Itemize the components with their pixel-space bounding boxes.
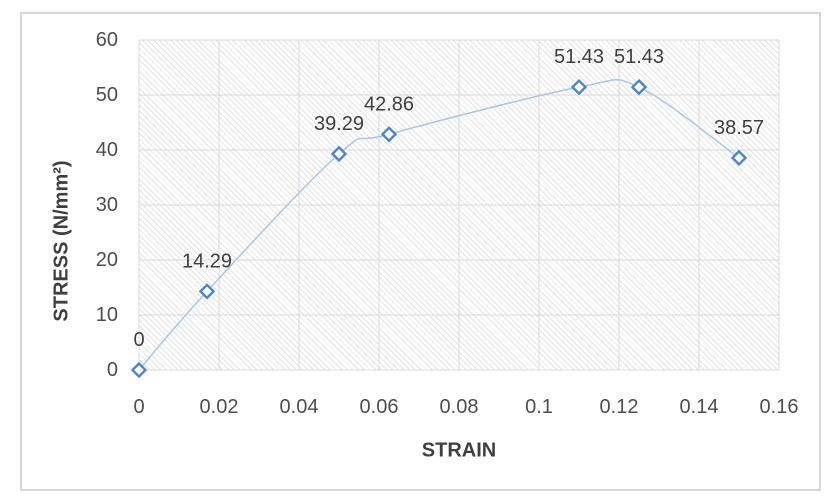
- x-tick-label: 0.16: [760, 396, 799, 418]
- y-tick-label: 20: [96, 249, 118, 271]
- x-tick-label: 0.12: [600, 396, 639, 418]
- x-tick-label: 0.06: [360, 396, 399, 418]
- x-tick-label: 0.04: [280, 396, 319, 418]
- data-point-marker: [630, 78, 648, 96]
- data-point-marker: [380, 126, 398, 143]
- y-tick-label: 40: [96, 139, 118, 161]
- data-label: 39.29: [314, 113, 364, 135]
- series-line: [138, 78, 740, 371]
- data-point-marker: [330, 145, 348, 163]
- data-label: 14.29: [182, 250, 232, 272]
- y-tick-label: 60: [96, 29, 118, 51]
- data-point-marker: [570, 78, 588, 96]
- data-label: 42.86: [364, 93, 414, 115]
- x-tick-label: 0.14: [680, 396, 719, 418]
- data-label: 0: [133, 329, 144, 351]
- y-axis-title: STRESS (N/mm²): [50, 160, 73, 322]
- data-label: 38.57: [714, 117, 764, 139]
- data-label: 51.43: [614, 46, 664, 68]
- x-tick-label: 0: [133, 396, 144, 418]
- y-tick-label: 30: [96, 194, 118, 216]
- x-tick-label: 0.02: [200, 396, 239, 418]
- chart-area: 0 14.29 39.29 42.86 51.43 51.43 38.57 0 0.02 0.04…: [20, 12, 821, 491]
- y-tick-label: 50: [96, 84, 118, 106]
- data-point-marker: [198, 283, 216, 300]
- data-label: 51.43: [554, 46, 604, 68]
- x-tick-label: 0.1: [525, 396, 553, 418]
- y-tick-label: 10: [96, 304, 118, 326]
- data-point-marker: [730, 149, 748, 167]
- x-axis-title: STRAIN: [421, 439, 497, 462]
- data-point-marker: [130, 361, 148, 379]
- x-tick-label: 0.08: [440, 396, 479, 418]
- y-tick-label: 0: [107, 359, 118, 381]
